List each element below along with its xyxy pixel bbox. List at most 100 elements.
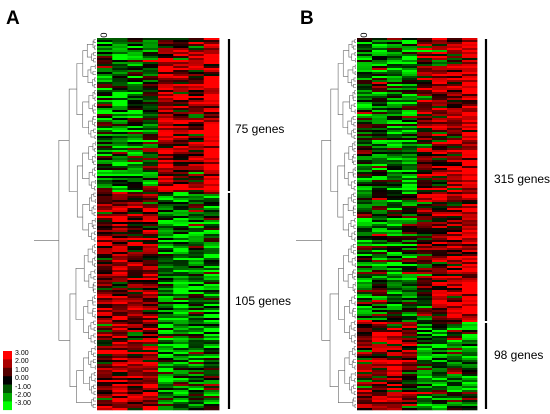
heatmap-cell [203,250,220,253]
heatmap-cell [188,398,205,401]
heatmap-cell [158,116,174,119]
heatmap-cell [97,304,113,307]
heatmap-cell [357,330,373,333]
heatmap-cell [372,170,388,173]
heatmap-cell [142,118,159,121]
panel-a-dendrogram-branch [92,79,95,87]
heatmap-cell [447,252,463,255]
heatmap-cell [142,142,159,145]
heatmap-cell [357,150,373,153]
heatmap-cell [462,326,478,329]
heatmap-cell [357,118,373,121]
heatmap-cell [142,376,159,379]
heatmap-cell [158,110,174,113]
heatmap-cell [203,374,220,377]
heatmap-cell [127,284,144,287]
heatmap-cell [203,298,220,301]
heatmap-cell [203,320,220,323]
panel-a-dendrogram-branch [94,340,96,344]
heatmap-cell [417,250,433,253]
panel-b-dendrogram-branch [354,282,356,287]
heatmap-cell [158,206,174,209]
heatmap-cell [203,204,220,207]
heatmap-cell [387,206,403,209]
heatmap-cell [432,58,448,61]
panel-b-dendrogram-branch [337,63,344,115]
heatmap-cell [173,298,189,301]
heatmap-cell [97,154,113,157]
heatmap-cell [387,60,403,63]
heatmap-cell [127,192,144,195]
heatmap-cell [158,238,174,241]
heatmap-cell [372,58,388,61]
heatmap-cell [447,56,463,59]
heatmap-cell [462,358,478,361]
heatmap-cell [447,352,463,355]
heatmap-cell [142,390,159,393]
heatmap-cell [402,210,418,213]
heatmap-cell [447,180,463,183]
heatmap-cell [447,286,463,289]
heatmap-cell [188,186,205,189]
heatmap-cell [462,140,478,143]
heatmap-cell [417,118,433,121]
heatmap-cell [387,180,403,183]
heatmap-cell [142,206,159,209]
panel-b-dendrogram-branch [354,109,356,114]
heatmap-cell [173,388,189,391]
heatmap-cell [173,258,189,261]
heatmap-cell [447,112,463,115]
heatmap-cell [402,120,418,123]
heatmap-cell [112,244,128,247]
heatmap-cell [203,106,220,109]
heatmap-cell [188,146,205,149]
heatmap-cell [447,250,463,253]
heatmap-cell [417,406,433,409]
heatmap-cell [188,126,205,129]
heatmap-cell [112,270,128,273]
heatmap-cell [462,338,478,341]
heatmap-cell [203,342,220,345]
heatmap-cell [432,146,448,149]
heatmap-cell [447,292,463,295]
heatmap-cell [357,404,373,407]
heatmap-cell [173,84,189,87]
heatmap-cell [432,158,448,161]
heatmap-cell [97,218,113,221]
heatmap-cell [142,310,159,313]
heatmap-cell [158,294,174,297]
heatmap-cell [112,200,128,203]
heatmap-cell [112,174,128,177]
heatmap-cell [357,322,373,325]
heatmap-cell [387,260,403,263]
heatmap-cell [402,288,418,291]
heatmap-cell [127,310,144,313]
heatmap-cell [127,408,144,411]
heatmap-cell [447,372,463,375]
heatmap-cell [357,312,373,315]
heatmap-cell [447,398,463,401]
heatmap-cell [402,164,418,167]
heatmap-cell [462,344,478,347]
heatmap-cell [97,358,113,361]
panel-b-dendrogram-branch [354,39,356,43]
heatmap-cell [417,230,433,233]
heatmap-cell [447,102,463,105]
heatmap-cell [158,112,174,115]
heatmap-cell [432,122,448,125]
heatmap-cell [387,224,403,227]
heatmap-cell [158,234,174,237]
heatmap-cell [357,180,373,183]
heatmap-cell [158,222,174,225]
panel-a-dendrogram-branch [93,352,96,357]
heatmap-cell [387,76,403,79]
heatmap-cell [402,400,418,403]
heatmap-cell [97,388,113,391]
heatmap-cell [173,342,189,345]
heatmap-cell [173,384,189,387]
heatmap-cell [402,170,418,173]
heatmap-cell [188,202,205,205]
heatmap-cell [372,378,388,381]
heatmap-cell [142,44,159,47]
